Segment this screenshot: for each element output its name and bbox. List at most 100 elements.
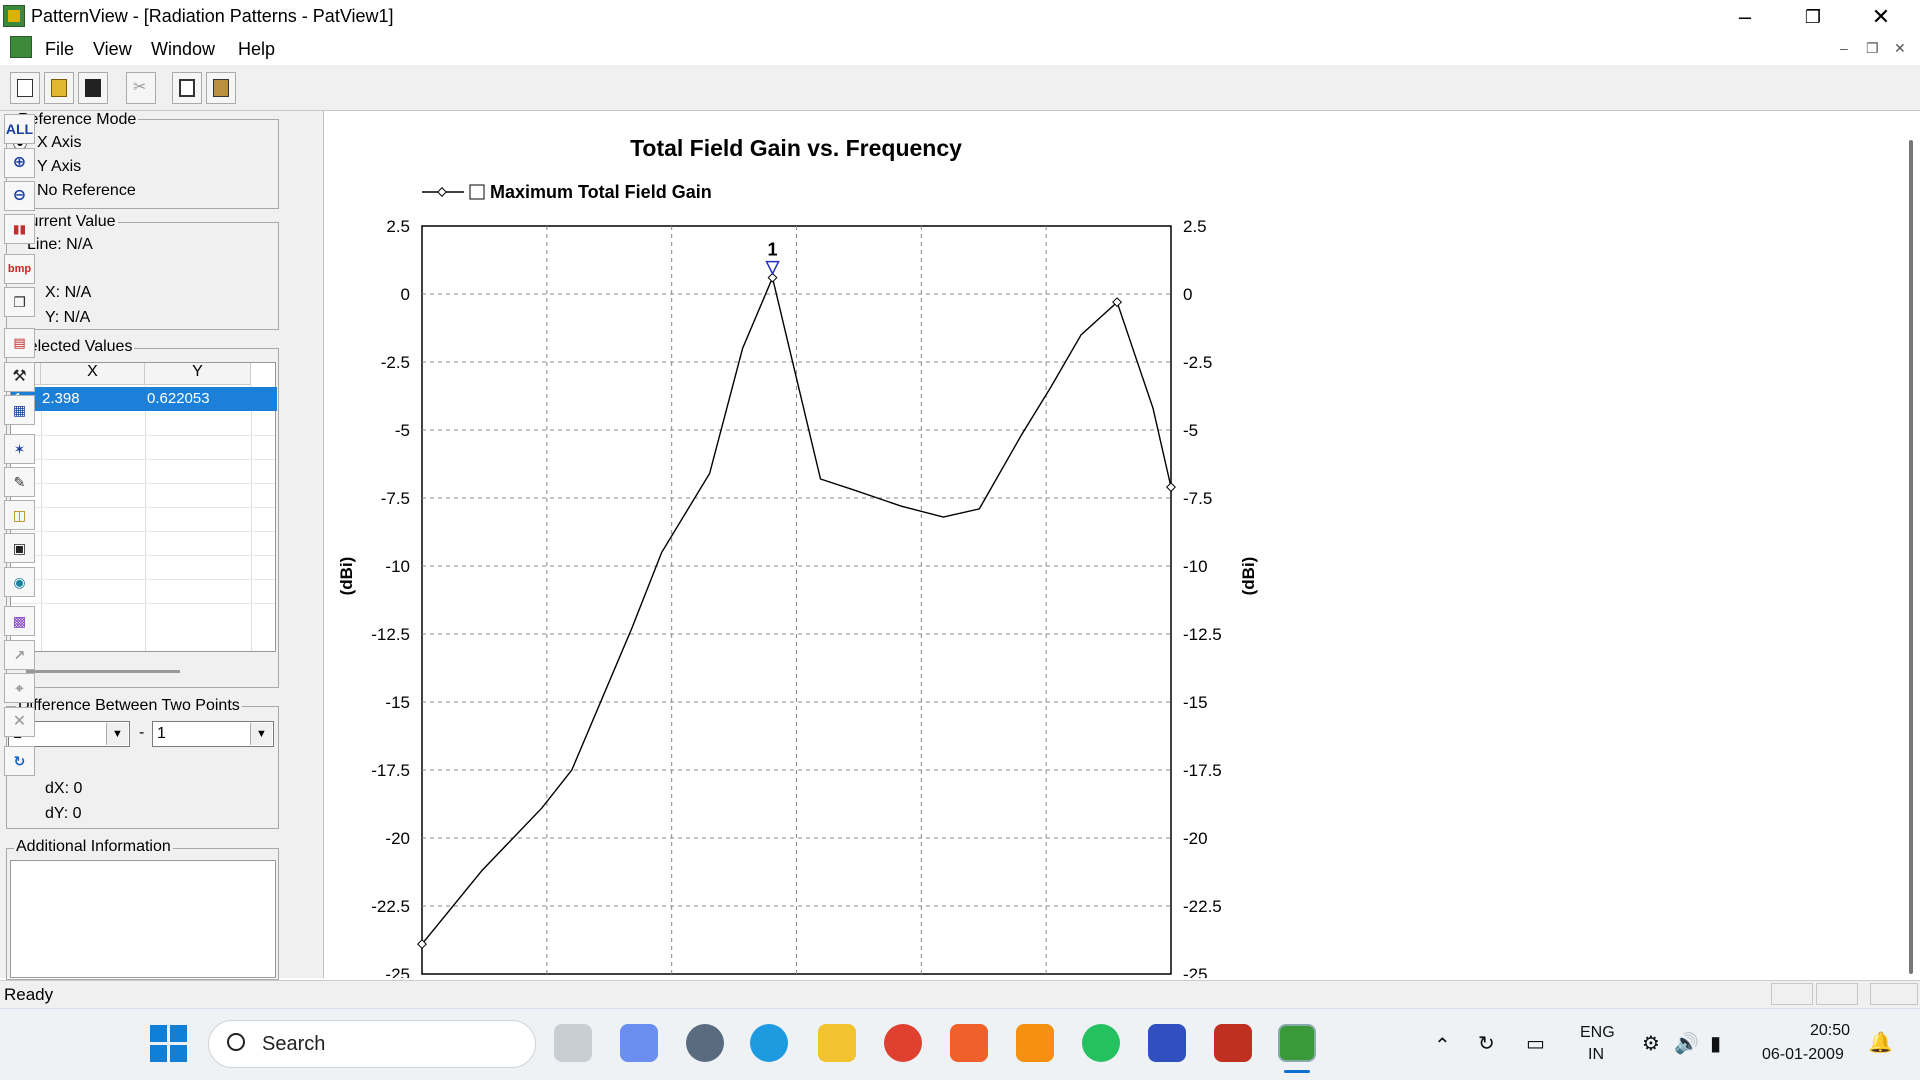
point-marker[interactable]: 1 bbox=[765, 240, 780, 276]
reference-mode-label: Reference Mode bbox=[16, 111, 139, 129]
close-button[interactable]: ✕ bbox=[1871, 4, 1891, 29]
menu-window[interactable]: Window bbox=[151, 39, 216, 59]
patternview-app-icon[interactable] bbox=[1278, 1024, 1316, 1062]
new-file-button[interactable] bbox=[10, 72, 40, 104]
brave-browser-icon[interactable] bbox=[950, 1024, 988, 1062]
right-tick-label: -25 bbox=[1183, 965, 1208, 978]
tools-icon[interactable]: ⚒ bbox=[4, 362, 35, 392]
edge-browser-icon[interactable] bbox=[750, 1024, 788, 1062]
open-button[interactable] bbox=[44, 72, 74, 104]
column-header-y[interactable]: Y bbox=[145, 363, 251, 385]
chevron-down-icon[interactable]: ▼ bbox=[106, 723, 128, 745]
menu-file[interactable]: File bbox=[45, 39, 75, 59]
search-placeholder[interactable]: Search bbox=[262, 1033, 326, 1055]
copy-chart-icon[interactable]: ❐ bbox=[4, 287, 35, 317]
image-icon[interactable]: ▩ bbox=[4, 606, 35, 636]
windows-start-icon[interactable] bbox=[150, 1025, 188, 1063]
table-view-icon[interactable]: ▦ bbox=[4, 395, 35, 425]
chrome-browser-icon[interactable] bbox=[884, 1024, 922, 1062]
left-tick-label: -15 bbox=[385, 693, 410, 712]
minimize-button[interactable]: – bbox=[1738, 4, 1752, 29]
network-icon[interactable]: ◉ bbox=[4, 567, 35, 597]
paste-button[interactable] bbox=[206, 72, 236, 104]
current-x-value: X: N/A bbox=[45, 284, 92, 301]
zeland-ie3d-icon[interactable] bbox=[1148, 1024, 1186, 1062]
settings-gear-icon[interactable] bbox=[686, 1024, 724, 1062]
mdi-close-button[interactable]: ✕ bbox=[1894, 40, 1906, 56]
input-language[interactable]: ENG bbox=[1580, 1024, 1615, 1041]
clock-time[interactable]: 20:50 bbox=[1810, 1022, 1851, 1039]
gain-chart[interactable]: Total Field Gain vs. Frequency Maximum T… bbox=[326, 114, 1888, 984]
data-point bbox=[767, 272, 778, 283]
network-globe-icon[interactable]: ⚙ bbox=[1642, 1033, 1660, 1055]
vlc-player-icon[interactable] bbox=[1016, 1024, 1054, 1062]
column-header-x[interactable]: X bbox=[41, 363, 145, 385]
refresh-icon[interactable]: ↻ bbox=[4, 746, 35, 776]
marker-label: 1 bbox=[768, 240, 778, 260]
status-panel bbox=[1870, 983, 1918, 1005]
select-points-icon[interactable]: ⌖ bbox=[4, 673, 35, 703]
export-bmp-button[interactable]: bmp bbox=[4, 254, 35, 284]
right-tick-label: -5 bbox=[1183, 421, 1198, 440]
mdi-restore-button[interactable]: ❐ bbox=[1866, 40, 1879, 56]
sync-icon[interactable]: ↻ bbox=[1478, 1033, 1495, 1055]
whatsapp-icon[interactable] bbox=[1082, 1024, 1120, 1062]
show-hidden-icons-chevron-icon[interactable]: ⌃ bbox=[1434, 1035, 1451, 1057]
row-divider bbox=[11, 483, 275, 484]
plot-area[interactable]: Total Field Gain vs. Frequency Maximum T… bbox=[326, 114, 1888, 984]
mdi-minimize-button[interactable]: – bbox=[1840, 40, 1848, 56]
volume-icon[interactable]: 🔊 bbox=[1674, 1033, 1699, 1055]
menu-view[interactable]: View bbox=[93, 39, 132, 59]
selected-values-table[interactable]: # X Y 1 2.398 0.622053 bbox=[10, 362, 277, 652]
marker-triangle bbox=[765, 260, 780, 276]
table-horizontal-scrollbar[interactable] bbox=[26, 670, 180, 673]
save-button[interactable] bbox=[78, 72, 108, 104]
left-tick-label: -10 bbox=[385, 557, 410, 576]
notification-bell-icon[interactable]: 🔔 bbox=[1868, 1032, 1893, 1054]
scrollbar-thumb[interactable] bbox=[1909, 140, 1913, 974]
legend-checkbox[interactable] bbox=[469, 184, 485, 200]
file-explorer-icon[interactable] bbox=[818, 1024, 856, 1062]
battery-icon[interactable]: ▮ bbox=[1710, 1033, 1722, 1055]
grid bbox=[422, 226, 1171, 974]
copilot-icon[interactable] bbox=[620, 1024, 658, 1062]
right-tick-label: -12.5 bbox=[1183, 625, 1222, 644]
status-panel bbox=[1816, 983, 1858, 1005]
chevron-down-icon[interactable]: ▼ bbox=[250, 723, 272, 745]
menu-help[interactable]: Help bbox=[238, 39, 276, 59]
input-region[interactable]: IN bbox=[1588, 1046, 1604, 1063]
series-line[interactable] bbox=[421, 275, 1172, 945]
vertical-scrollbar[interactable] bbox=[1888, 114, 1920, 978]
right-tick-label: -15 bbox=[1183, 693, 1208, 712]
clock-date[interactable]: 06-01-2009 bbox=[1762, 1046, 1844, 1063]
restore-button[interactable]: ❐ bbox=[1804, 7, 1822, 27]
left-tick-label: -7.5 bbox=[381, 489, 410, 508]
legend-icon[interactable]: ▤ bbox=[4, 328, 35, 358]
table-row[interactable]: 1 2.398 0.622053 bbox=[11, 387, 277, 411]
zls-app-icon[interactable] bbox=[1214, 1024, 1252, 1062]
connect-points-icon[interactable]: ↗ bbox=[4, 640, 35, 670]
zoom-all-button[interactable]: ALL bbox=[4, 114, 35, 144]
copy-button[interactable] bbox=[172, 72, 202, 104]
difference-to-select[interactable]: 1 ▼ bbox=[152, 721, 274, 747]
right-tick-label: 2.5 bbox=[1183, 217, 1207, 236]
right-tick-label: -22.5 bbox=[1183, 897, 1222, 916]
zoom-out-icon[interactable]: ⊖ bbox=[4, 181, 35, 211]
axis-settings-icon[interactable]: ▮▮ bbox=[4, 214, 35, 244]
start-tile bbox=[150, 1025, 167, 1042]
scissors-icon: ✂ bbox=[133, 79, 147, 96]
delete-icon[interactable]: ✕ bbox=[4, 707, 35, 737]
display-icon[interactable]: ▭ bbox=[1526, 1033, 1545, 1055]
additional-info-text[interactable] bbox=[10, 860, 276, 978]
dy-value: dY: 0 bbox=[45, 805, 82, 822]
pen-icon[interactable]: ✎ bbox=[4, 467, 35, 497]
taskbar-search[interactable] bbox=[208, 1020, 536, 1068]
marker-icon[interactable]: ✶ bbox=[4, 434, 35, 464]
cut-button[interactable]: ✂ bbox=[126, 72, 156, 104]
folder-open-icon[interactable]: ◫ bbox=[4, 500, 35, 530]
zoom-in-icon[interactable]: ⊕ bbox=[4, 148, 35, 178]
document-icon[interactable] bbox=[10, 36, 32, 58]
active-app-indicator bbox=[1284, 1070, 1310, 1073]
task-view-icon[interactable] bbox=[554, 1024, 592, 1062]
floppy-disk-icon[interactable]: ▣ bbox=[4, 533, 35, 563]
